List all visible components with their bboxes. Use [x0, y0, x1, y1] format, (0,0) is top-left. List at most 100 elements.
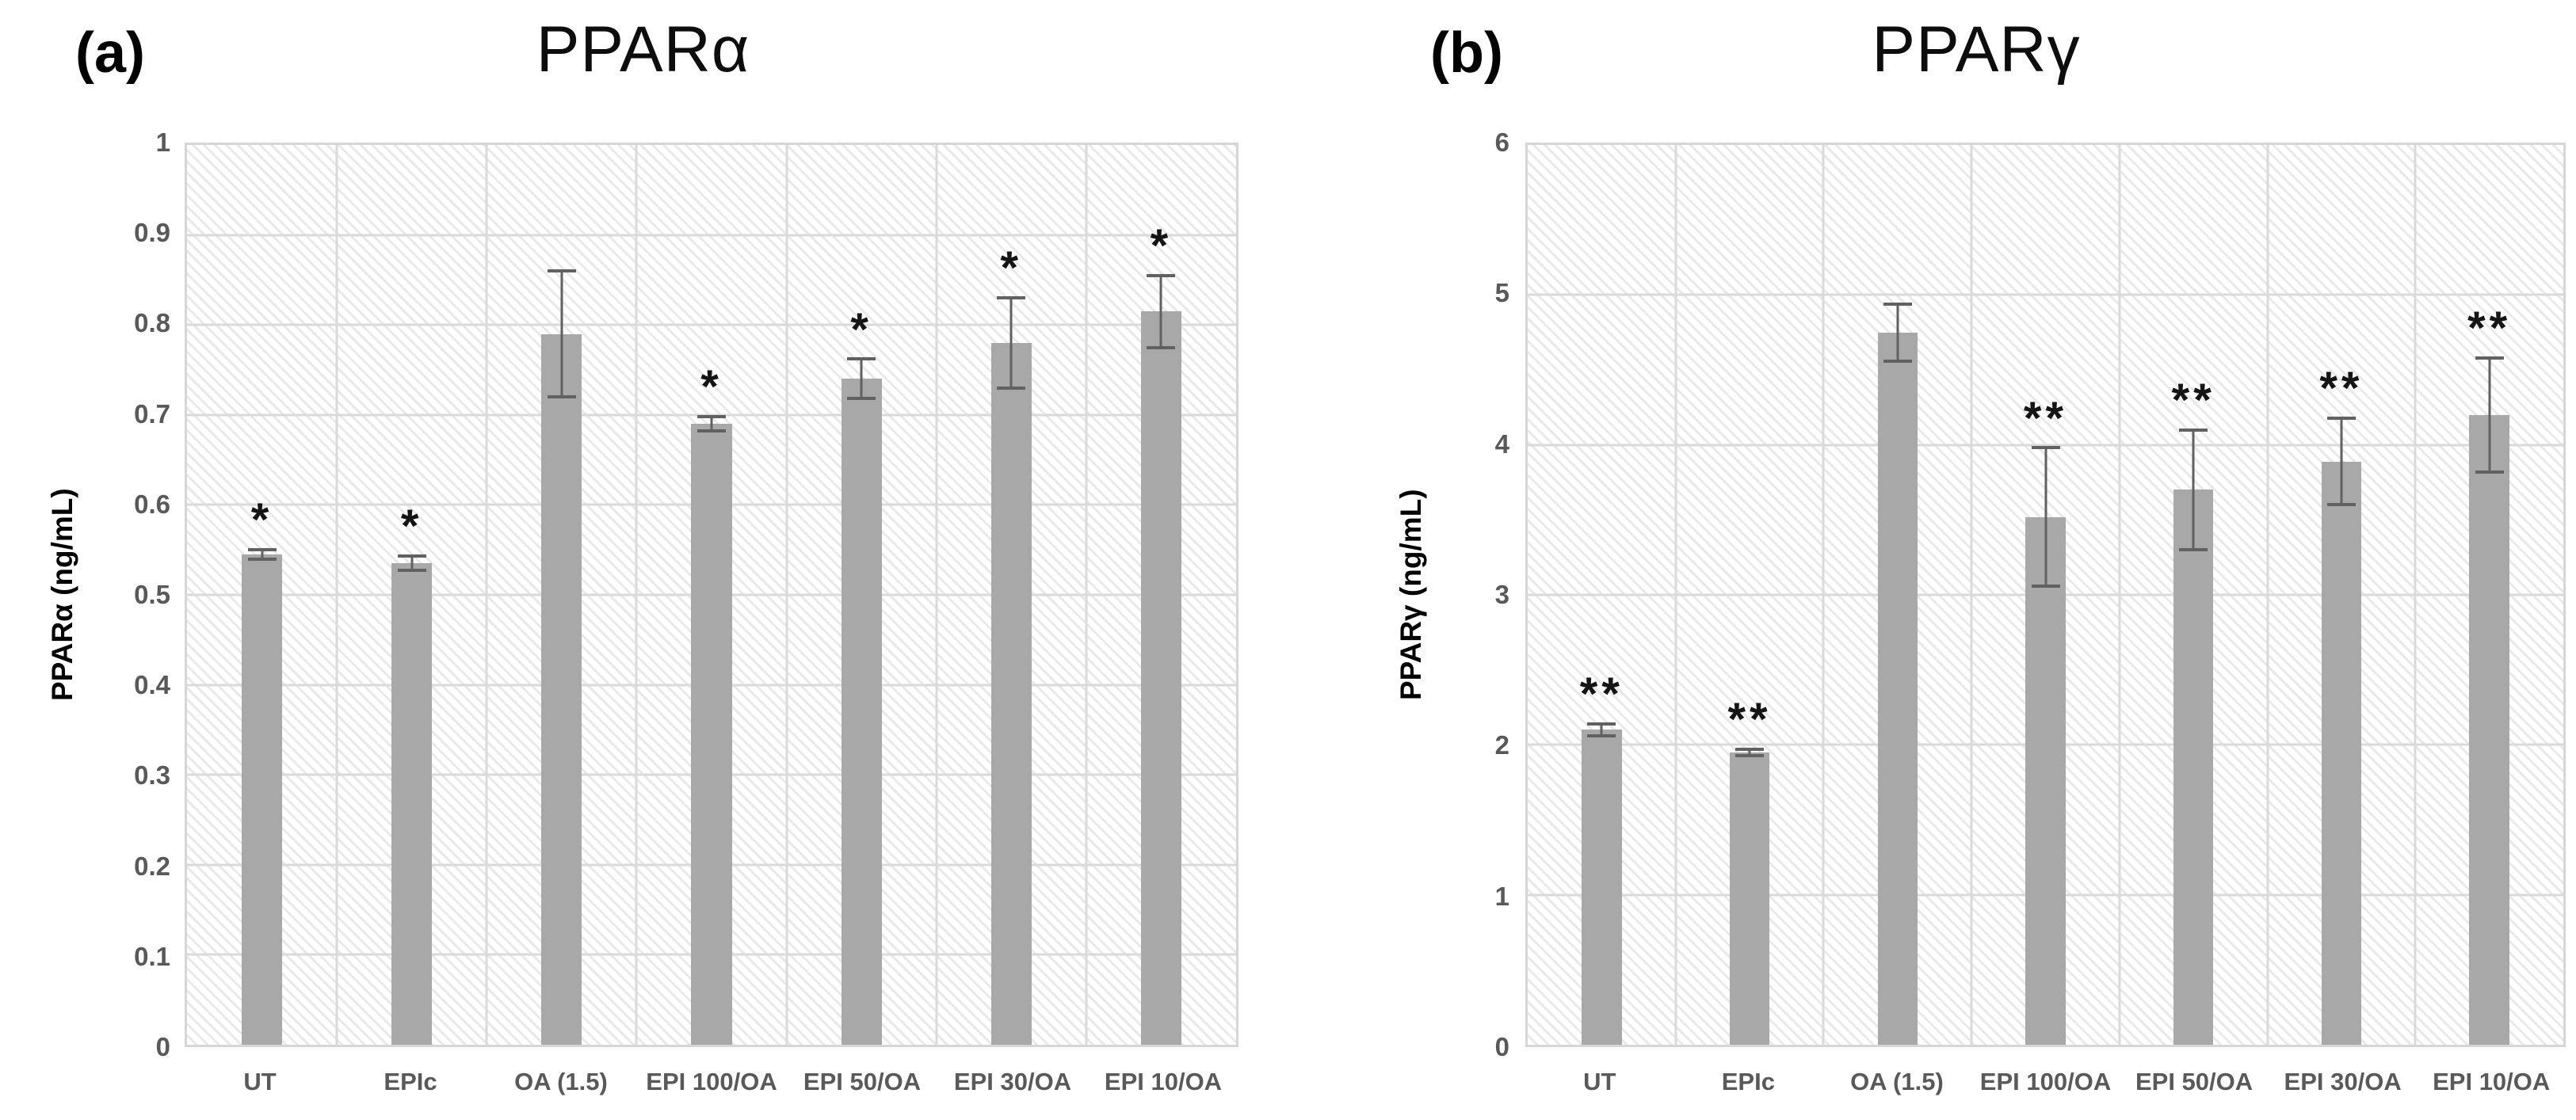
- bar-epi-10-oa: [1140, 311, 1181, 1045]
- error-bar-line: [860, 359, 863, 399]
- y-tick-label: 0.5: [134, 580, 170, 609]
- x-tick-label: UT: [1583, 1068, 1616, 1095]
- significance-label: **: [2171, 374, 2215, 426]
- x-axis-labels: UT EPIc OA (1.5) EPI 100/OA EPI 50/OA EPI 30/…: [185, 1061, 1238, 1117]
- error-bar-line: [2340, 417, 2343, 505]
- significance-label: *: [1150, 219, 1173, 272]
- error-bar-cap-bottom: [697, 429, 726, 433]
- error-bar-cap-top: [1147, 273, 1176, 277]
- bar-ut: [1582, 730, 1622, 1045]
- x-axis-labels: UT EPIc OA (1.5) EPI 100/OA EPI 50/OA EPI 30/…: [1525, 1061, 2566, 1117]
- y-tick-label: 3: [1494, 580, 1509, 609]
- error-bar-cap-bottom: [397, 569, 426, 573]
- bar-epi-100-oa: [691, 424, 732, 1045]
- bar-epi-50-oa: [2173, 490, 2214, 1045]
- gridline-vertical: [1674, 145, 1677, 1045]
- panel-a-label: (a): [75, 21, 145, 85]
- significance-label: **: [2319, 362, 2364, 414]
- significance-label: *: [250, 494, 273, 547]
- chart-title-ppar-alpha: PPARα: [536, 13, 750, 86]
- y-tick-label: 1: [1494, 881, 1509, 911]
- y-tick-label: 0: [155, 1032, 170, 1061]
- error-bar-cap-top: [247, 548, 277, 552]
- x-tick-label: EPI 50/OA: [803, 1068, 922, 1095]
- bar-epi-10-oa: [2469, 414, 2509, 1045]
- x-tick-label: EPI 30/OA: [2284, 1068, 2402, 1095]
- y-tick-label: 0.9: [134, 218, 170, 248]
- gridline-vertical: [1970, 145, 1973, 1045]
- error-bar-cap-top: [397, 554, 426, 558]
- y-tick-label: 0.2: [134, 851, 170, 881]
- error-bar-cap-top: [847, 357, 876, 361]
- gridline-vertical: [785, 145, 788, 1045]
- error-bar-cap-top: [2326, 416, 2356, 420]
- y-tick-label: 1: [155, 128, 170, 157]
- error-bar-cap-top: [1735, 748, 1765, 752]
- error-bar-line: [1748, 749, 1751, 756]
- x-tick-label: EPIc: [384, 1068, 437, 1095]
- error-bar-cap-top: [1587, 722, 1616, 726]
- error-bar-cap-top: [2475, 356, 2504, 360]
- x-tick-label: OA (1.5): [1850, 1068, 1944, 1095]
- error-bar-line: [710, 417, 713, 432]
- error-bar-cap-bottom: [847, 397, 876, 401]
- bar-epi-30-oa: [2321, 461, 2362, 1045]
- error-bar-cap-top: [2031, 446, 2060, 450]
- plot-area: ** ** ** ** ** **: [1525, 143, 2566, 1047]
- x-tick-label: UT: [243, 1068, 277, 1095]
- error-bar-cap-bottom: [2475, 470, 2504, 474]
- gridline-vertical: [2414, 145, 2417, 1045]
- x-tick-label: EPI 100/OA: [646, 1068, 777, 1095]
- bar-epic: [1729, 752, 1770, 1045]
- x-tick-label: EPI 10/OA: [1104, 1068, 1223, 1095]
- error-bar-line: [261, 550, 264, 559]
- bar-ut: [242, 554, 283, 1045]
- gridline-vertical: [485, 145, 488, 1045]
- significance-label: **: [2467, 303, 2512, 355]
- significance-label: **: [2023, 392, 2068, 444]
- bar-epi-100-oa: [2025, 516, 2066, 1045]
- gridline-vertical: [2118, 145, 2121, 1045]
- error-bar-cap-bottom: [547, 395, 576, 399]
- error-bar-line: [560, 271, 563, 398]
- chart-title-ppar-gamma: PPARγ: [1872, 13, 2081, 86]
- error-bar-cap-bottom: [1883, 359, 1912, 363]
- bar-epi-30-oa: [990, 342, 1032, 1045]
- error-bar-cap-bottom: [2326, 503, 2356, 507]
- error-bar-cap-top: [1883, 302, 1912, 306]
- error-bar-cap-bottom: [2031, 584, 2060, 588]
- x-tick-label: EPI 30/OA: [953, 1068, 1072, 1095]
- error-bar-line: [1896, 303, 1899, 361]
- gridline-vertical: [1085, 145, 1088, 1045]
- error-bar-line: [2044, 448, 2047, 586]
- error-bar-cap-top: [697, 415, 726, 419]
- plot-area: * * * * * *: [185, 143, 1238, 1047]
- panel-b-label: (b): [1430, 21, 1503, 85]
- y-tick-label: 4: [1494, 429, 1509, 459]
- significance-label: *: [1000, 242, 1023, 295]
- y-tick-label: 0.4: [134, 670, 170, 700]
- y-tick-label: 6: [1494, 128, 1509, 157]
- y-axis-tick-labels: 0 1 2 3 4 5 6: [1434, 128, 1509, 1061]
- y-tick-label: 2: [1494, 730, 1509, 760]
- gridline-vertical: [1822, 145, 1825, 1045]
- gridline-horizontal: [1528, 293, 2563, 296]
- error-bar-line: [2192, 429, 2195, 550]
- error-bar-line: [1159, 275, 1162, 348]
- y-tick-label: 0.3: [134, 760, 170, 790]
- gridline-vertical: [2266, 145, 2269, 1045]
- error-bar-cap-top: [547, 269, 576, 273]
- significance-label: **: [1579, 669, 1624, 721]
- error-bar-cap-bottom: [2179, 548, 2208, 552]
- y-axis-title: PPARγ (ng/mL): [1395, 489, 1427, 701]
- y-tick-label: 0.7: [134, 398, 170, 429]
- x-tick-label: EPIc: [1721, 1068, 1775, 1095]
- gridline-vertical: [635, 145, 638, 1045]
- gridline-vertical: [935, 145, 938, 1045]
- error-bar-cap-top: [2179, 428, 2208, 432]
- significance-label: **: [1727, 694, 1772, 746]
- error-bar-cap-bottom: [247, 557, 277, 561]
- y-tick-label: 0: [1494, 1032, 1509, 1061]
